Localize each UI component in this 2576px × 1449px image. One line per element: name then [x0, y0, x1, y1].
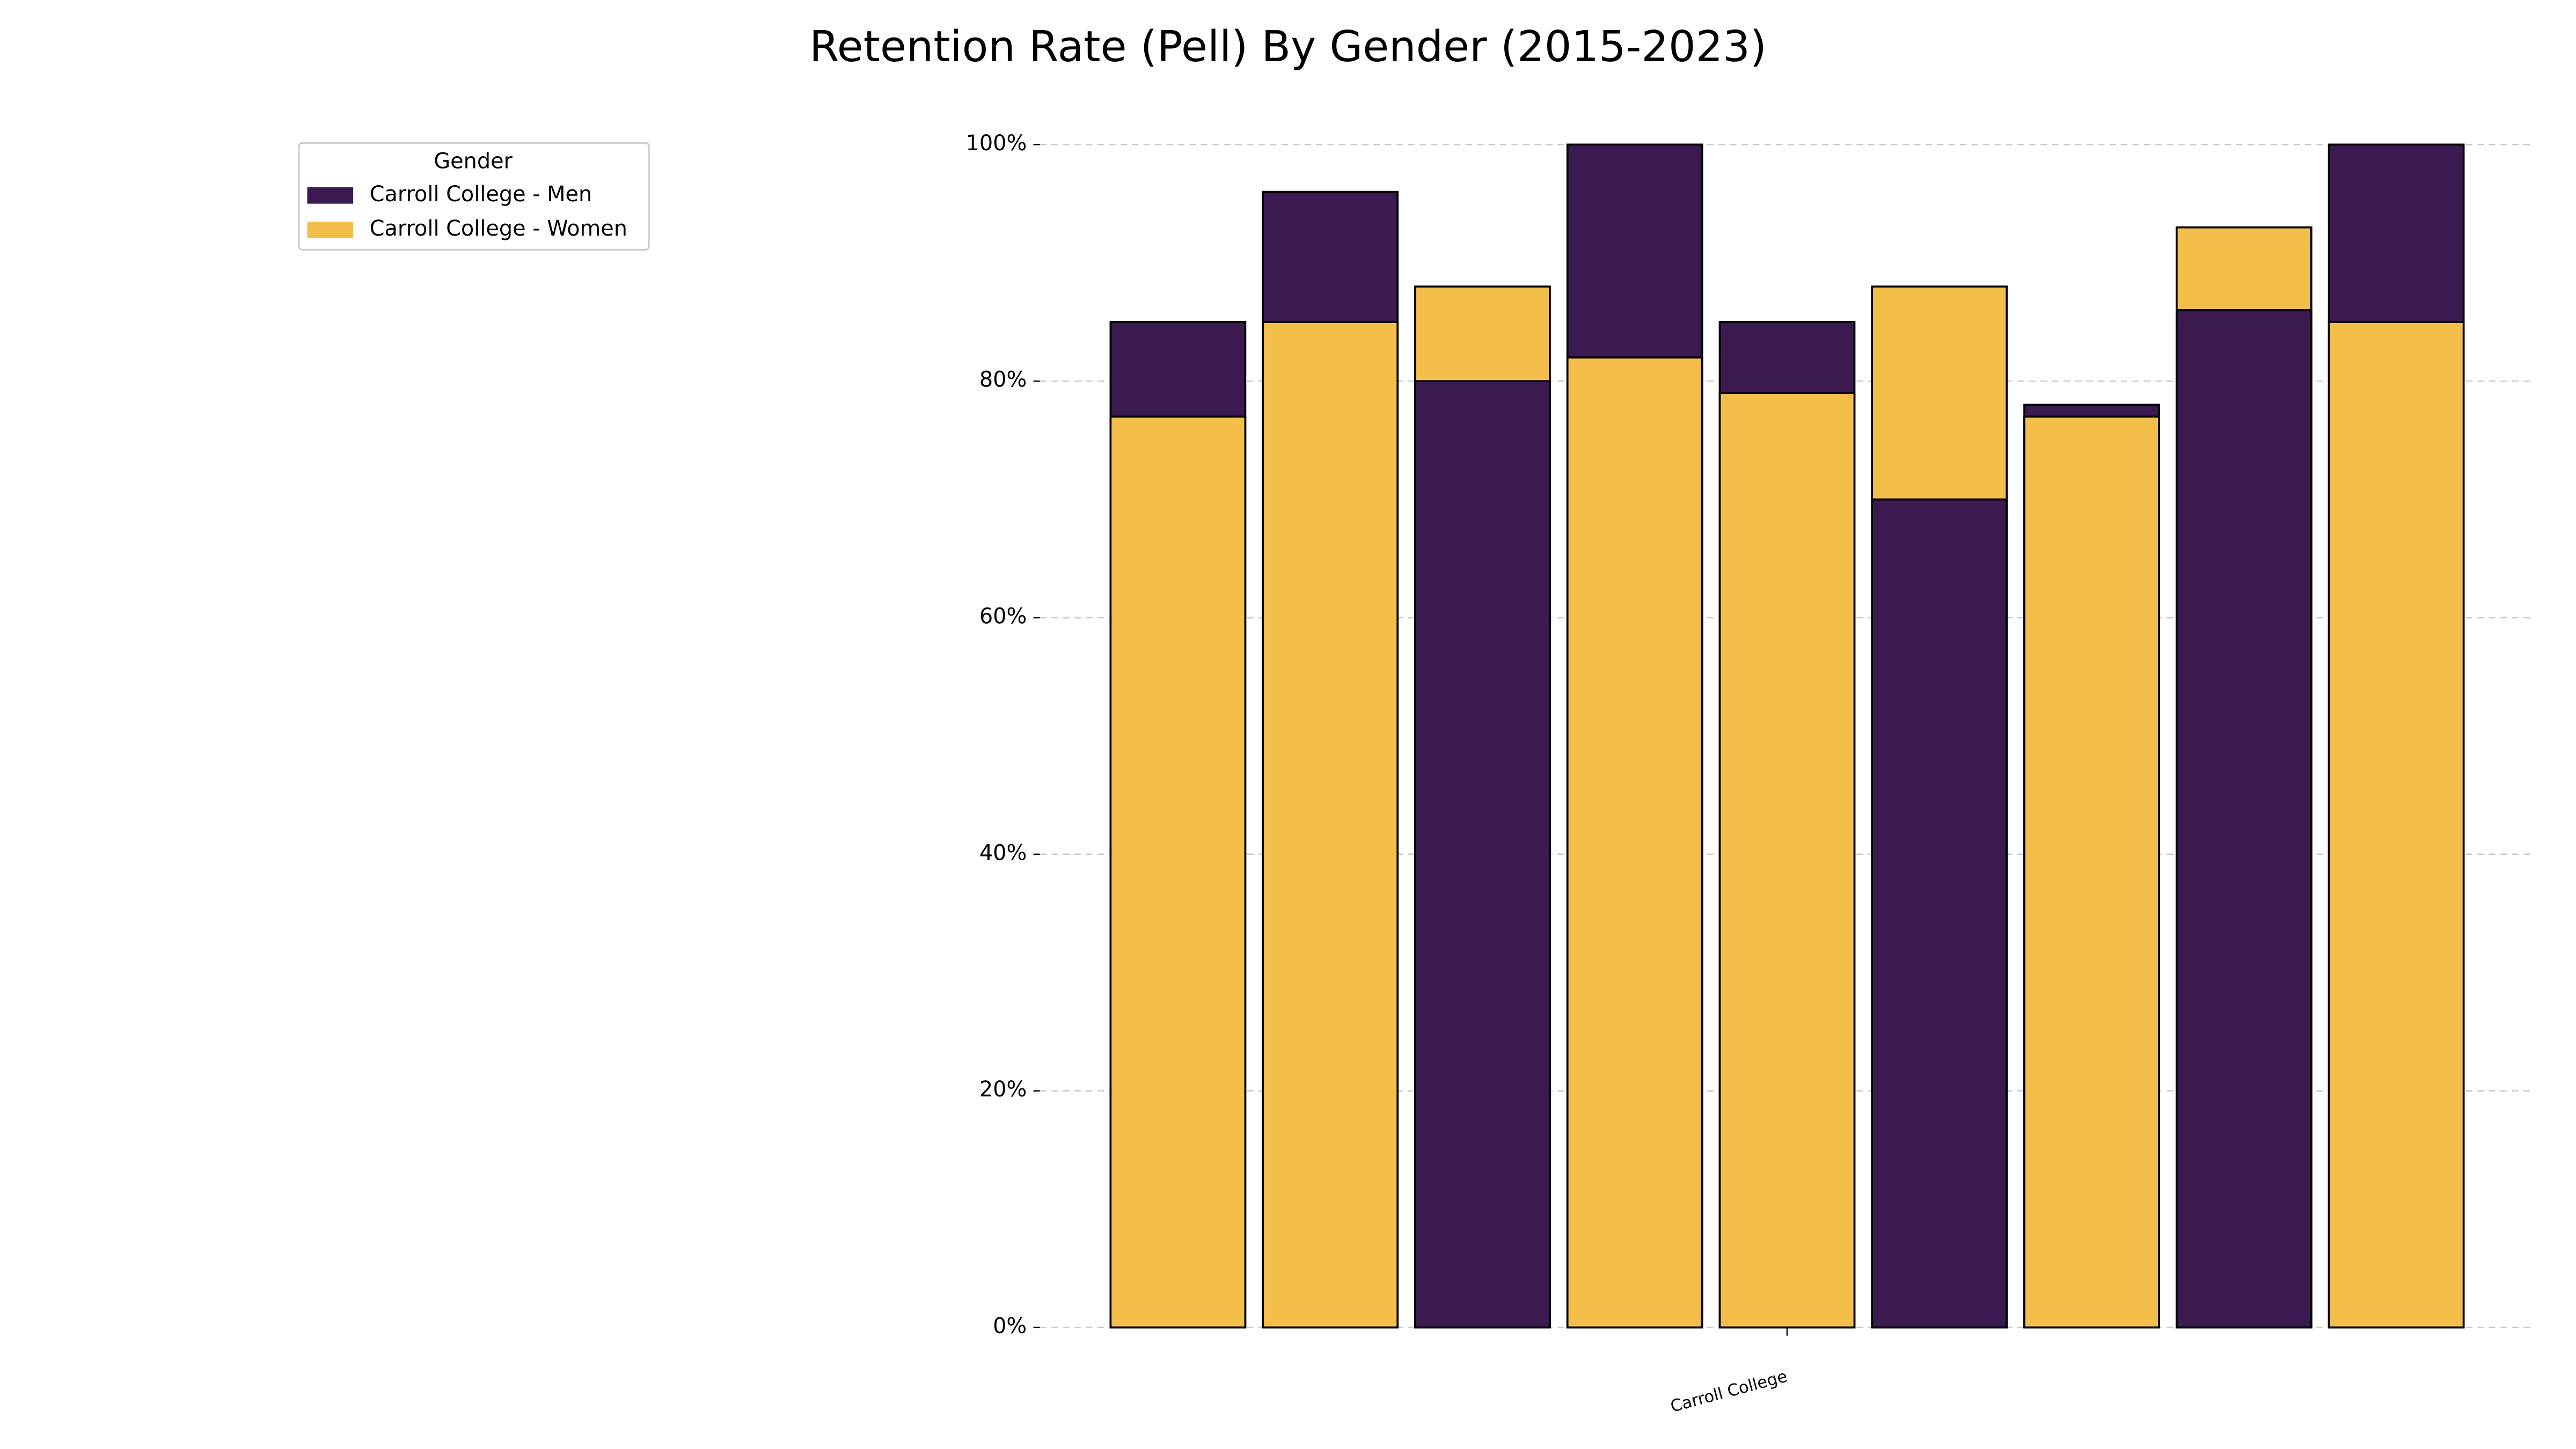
bar	[1414, 380, 1551, 1329]
y-tick-label: 60%	[979, 604, 1027, 629]
legend-label: Carroll College - Men	[370, 182, 592, 207]
legend-swatch	[307, 187, 354, 204]
y-tick-label: 20%	[979, 1077, 1027, 1102]
y-tick-label: 0%	[993, 1314, 1027, 1338]
chart-title: Retention Rate (Pell) By Gender (2015-20…	[809, 21, 1767, 71]
legend-title: Gender	[434, 149, 513, 174]
bar	[2175, 309, 2312, 1329]
legend-swatch	[307, 222, 354, 238]
bar	[1718, 392, 1856, 1329]
y-tick-label: 100%	[966, 131, 1027, 156]
x-group-label: Carroll College	[1668, 1367, 1789, 1416]
legend-label: Carroll College - Women	[370, 216, 627, 241]
bar	[2023, 415, 2160, 1329]
y-tick-label: 40%	[979, 840, 1027, 865]
bar	[1262, 321, 1399, 1329]
bar	[1566, 356, 1703, 1329]
y-tick-label: 80%	[979, 368, 1027, 392]
bar	[1871, 498, 2008, 1329]
legend-box	[298, 142, 650, 251]
bar	[1109, 415, 1247, 1329]
bar	[2328, 321, 2465, 1329]
